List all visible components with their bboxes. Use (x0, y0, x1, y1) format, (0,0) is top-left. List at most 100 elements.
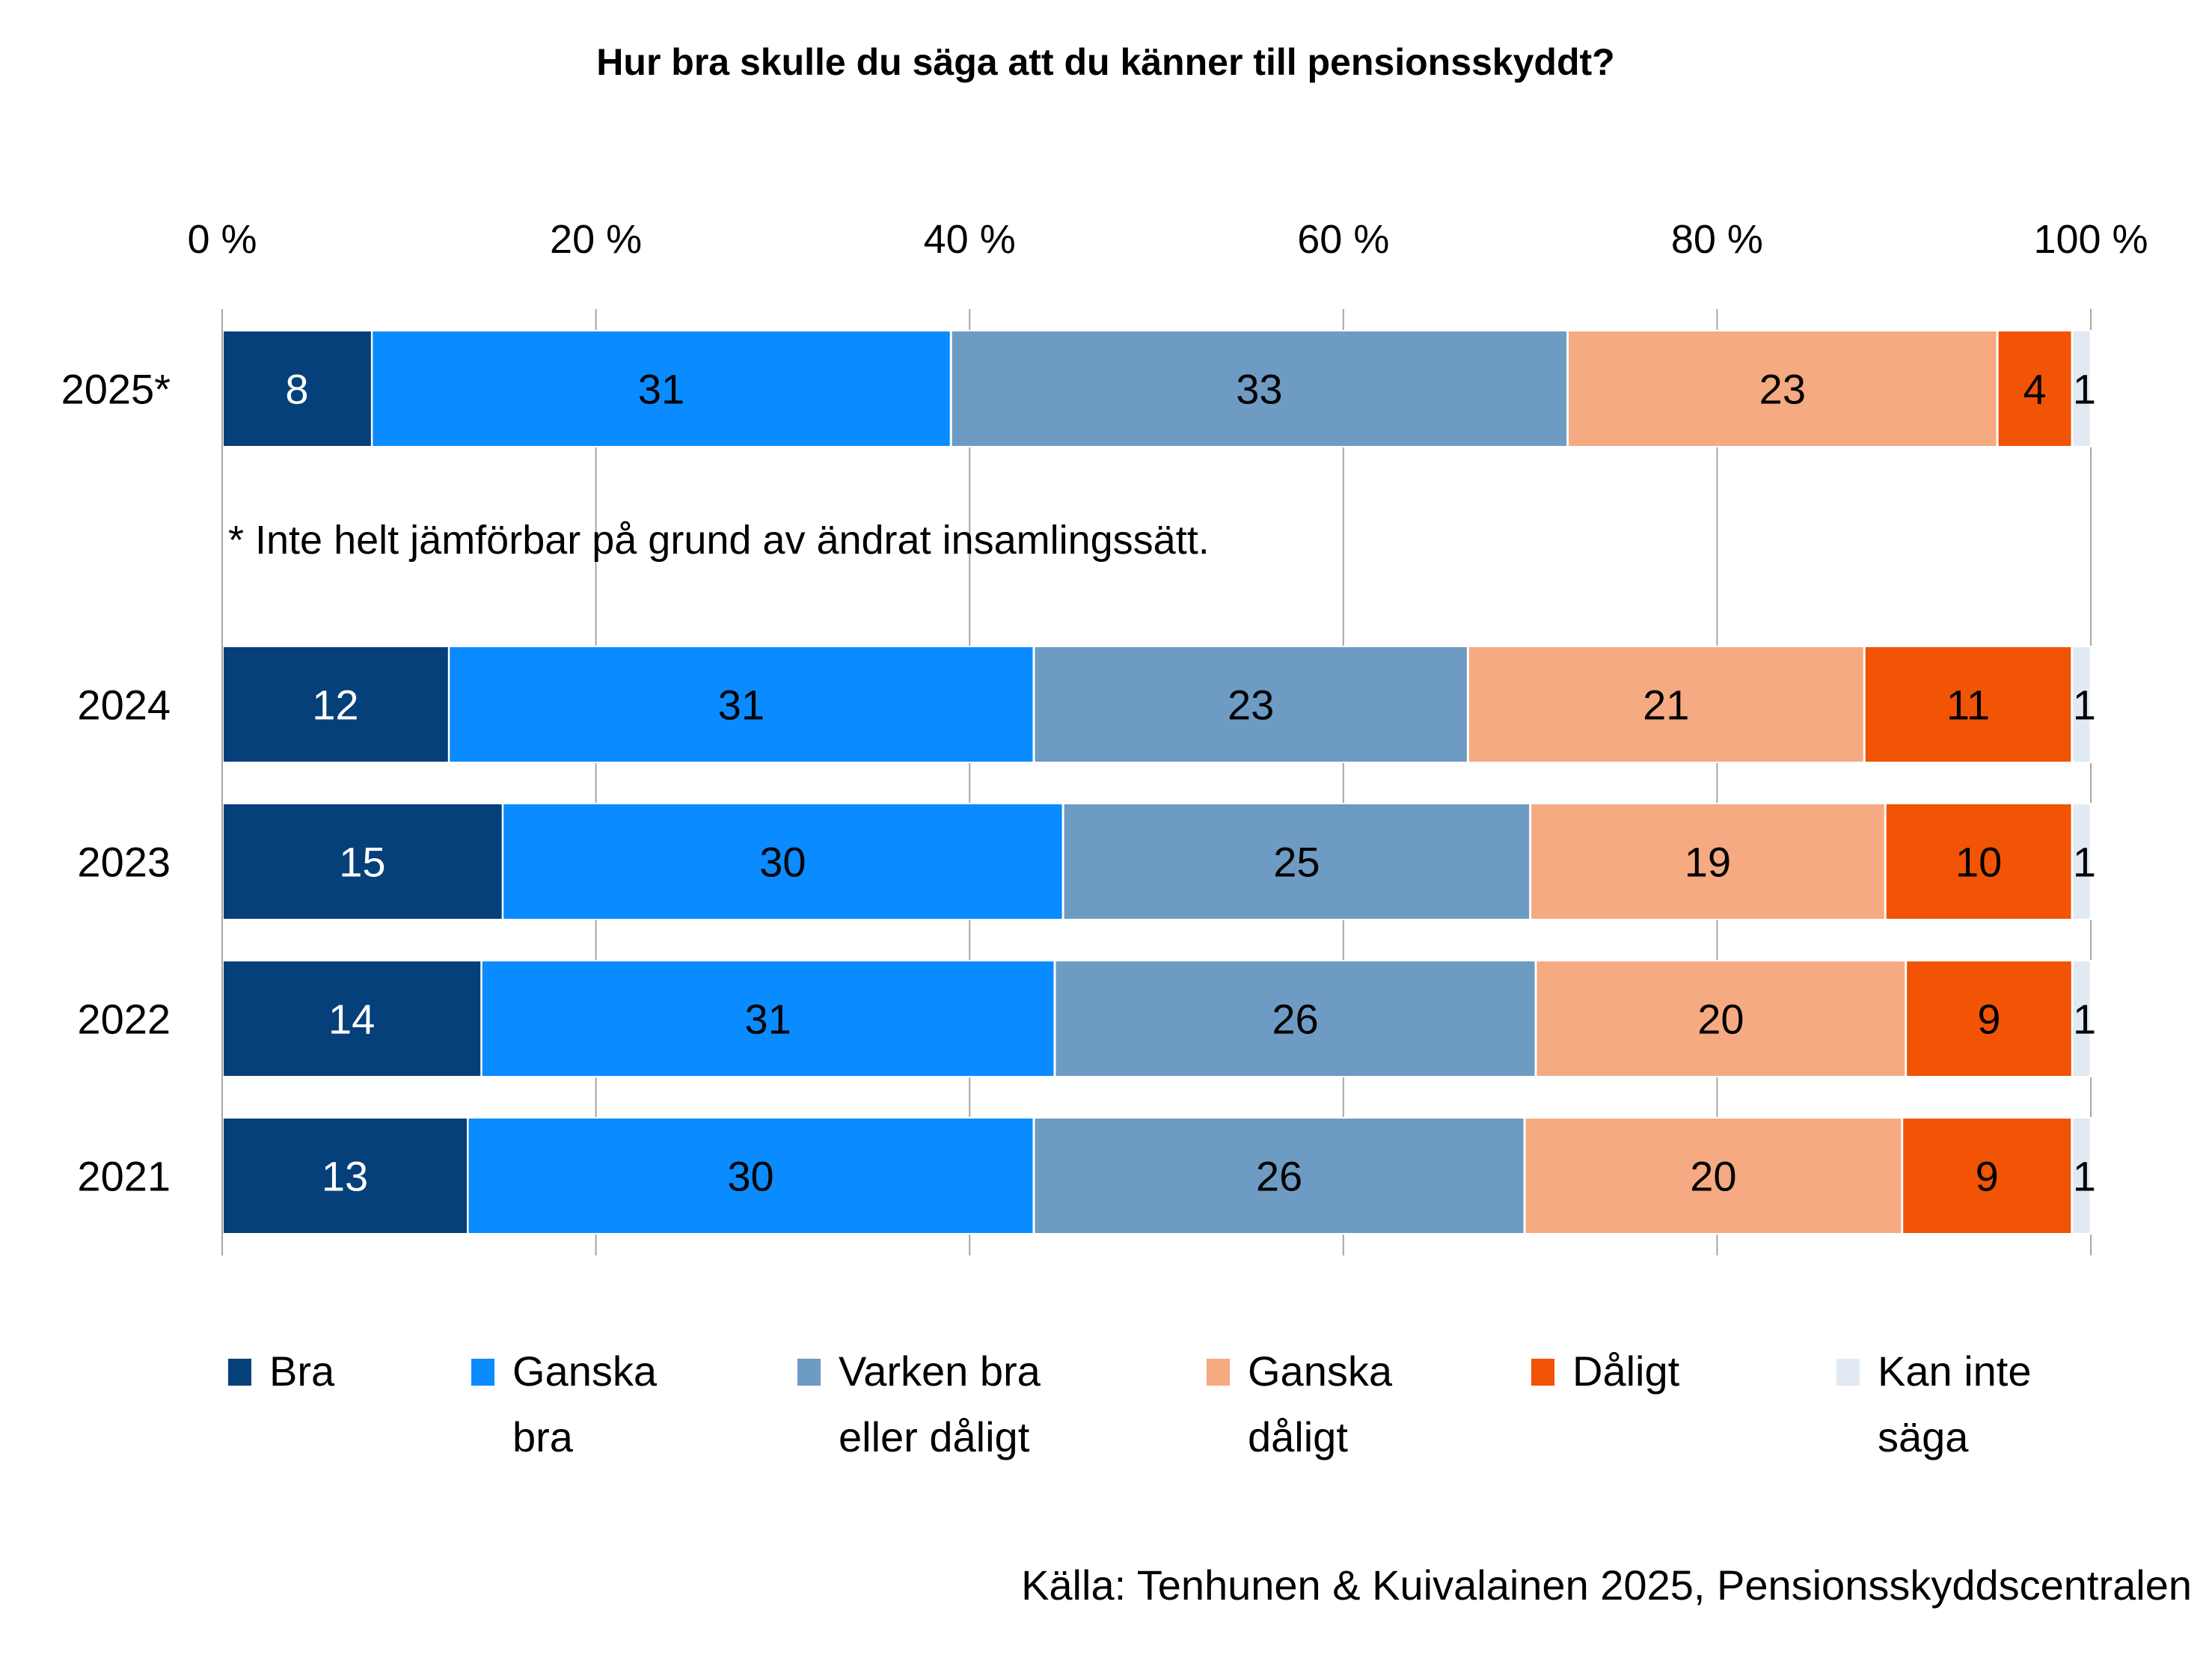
bar-segment (1907, 961, 2071, 1076)
data-label: 12 (312, 682, 358, 729)
data-label: 14 (328, 996, 375, 1043)
legend-label: Bra (269, 1347, 335, 1395)
x-axis-tick-labels: 0 % 20 % 40 % 60 % 80 % 100 % (187, 217, 2148, 262)
bar-segment (1886, 804, 2071, 919)
bar-segment (224, 647, 448, 762)
data-label: 26 (1256, 1153, 1302, 1200)
bar-segment (2073, 804, 2090, 919)
bar-segment (2073, 331, 2090, 446)
legend-label: Dåligt (1572, 1347, 1680, 1395)
data-label: 1 (2073, 682, 2096, 729)
data-label: 25 (1273, 839, 1320, 886)
legend-label: dåligt (1248, 1413, 1348, 1460)
legend-label: Kan inte (1878, 1347, 2032, 1395)
data-label: 8 (285, 366, 308, 413)
bar-row: 8 31 33 23 4 1 (223, 330, 2096, 447)
source-note: Källa: Tenhunen & Kuivalainen 2025, Pens… (1021, 1561, 2192, 1609)
x-tick-label: 80 % (1671, 217, 1763, 262)
legend-item: Bra (228, 1347, 335, 1395)
bar-segment (1064, 804, 1530, 919)
legend-swatch (1836, 1359, 1860, 1386)
legend-label: säga (1878, 1413, 1969, 1460)
data-label: 31 (744, 996, 791, 1043)
data-label: 23 (1228, 682, 1274, 729)
gridlines (221, 309, 2092, 1255)
data-label: 9 (1977, 996, 2000, 1043)
data-label: 11 (1946, 682, 1990, 729)
data-label: 21 (1643, 682, 1689, 729)
data-label: 10 (1955, 839, 2002, 886)
bar-row: 14 31 26 20 9 1 (223, 960, 2096, 1077)
bar-row: 15 30 25 19 10 1 (223, 803, 2096, 920)
bar-segment (1056, 961, 1535, 1076)
data-label: 33 (1236, 366, 1282, 413)
data-label: 9 (1976, 1153, 1999, 1200)
bar-segment (450, 647, 1033, 762)
bar-segment (224, 804, 502, 919)
bar-segment (503, 804, 1062, 919)
data-label: 31 (718, 682, 765, 729)
legend-label: bra (512, 1413, 574, 1460)
data-label: 4 (2023, 366, 2046, 413)
category-label: 2024 (77, 682, 171, 729)
legend-swatch (797, 1359, 821, 1386)
bar-row: 12 31 23 21 11 1 (223, 646, 2096, 763)
bar-segment (1865, 647, 2071, 762)
bar-segment (1468, 647, 1863, 762)
data-label: 1 (2073, 996, 2096, 1043)
x-tick-label: 60 % (1297, 217, 1389, 262)
category-label: 2022 (77, 996, 171, 1043)
category-labels: 2025* 2024 2023 2022 2021 (61, 366, 171, 1200)
category-label: 2023 (77, 839, 171, 886)
legend-item: Kan inte säga (1836, 1347, 2032, 1460)
legend-label: Ganska (512, 1347, 658, 1395)
legend-label: eller dåligt (839, 1413, 1030, 1460)
data-label: 13 (322, 1153, 368, 1200)
legend-swatch (471, 1359, 494, 1386)
bar-segment (1903, 1119, 2071, 1233)
bar-segment (1537, 961, 1905, 1076)
legend-item: Ganska dåligt (1207, 1347, 1393, 1460)
data-label: 23 (1759, 366, 1806, 413)
legend-item: Dåligt (1531, 1347, 1680, 1395)
comparability-note: * Inte helt jämförbar på grund av ändrat… (228, 518, 1210, 563)
bar-segment (373, 331, 950, 446)
category-label: 2021 (77, 1153, 171, 1200)
bar-segment (1035, 647, 1467, 762)
category-label: 2025* (61, 366, 171, 413)
bar-segment (1998, 331, 2071, 446)
legend-swatch (1531, 1359, 1554, 1386)
bar-segment (2073, 961, 2090, 1076)
x-tick-label: 20 % (550, 217, 642, 262)
x-tick-label: 0 % (187, 217, 257, 262)
data-label: 30 (759, 839, 806, 886)
data-label: 26 (1272, 996, 1318, 1043)
data-label: 20 (1697, 996, 1744, 1043)
legend: Bra Ganska bra Varken bra eller dåligt Ganska… (228, 1347, 2032, 1460)
data-label: 1 (2073, 839, 2096, 886)
bar-segment (2073, 1119, 2090, 1233)
x-tick-label: 40 % (924, 217, 1016, 262)
x-tick-label: 100 % (2033, 217, 2148, 262)
data-label: 1 (2073, 366, 2096, 413)
legend-swatch (1207, 1359, 1230, 1386)
data-label: 31 (638, 366, 684, 413)
bar-segment (1569, 331, 1997, 446)
bar-segment (224, 961, 481, 1076)
data-label: 15 (339, 839, 385, 886)
legend-label: Varken bra (839, 1347, 1041, 1395)
data-label: 1 (2073, 1153, 2096, 1200)
bar-segment (468, 1119, 1033, 1233)
bar-segment (224, 331, 371, 446)
bar-segment (1531, 804, 1884, 919)
data-label: 20 (1690, 1153, 1736, 1200)
bar-segment (1525, 1119, 1902, 1233)
bar-segment (482, 961, 1054, 1076)
bar-row: 13 30 26 20 9 1 (223, 1117, 2096, 1235)
bar-segment (2073, 647, 2090, 762)
legend-item: Varken bra eller dåligt (797, 1347, 1041, 1460)
data-label: 30 (727, 1153, 773, 1200)
bar-segment (952, 331, 1567, 446)
chart-title: Hur bra skulle du säga att du känner til… (596, 41, 1614, 83)
